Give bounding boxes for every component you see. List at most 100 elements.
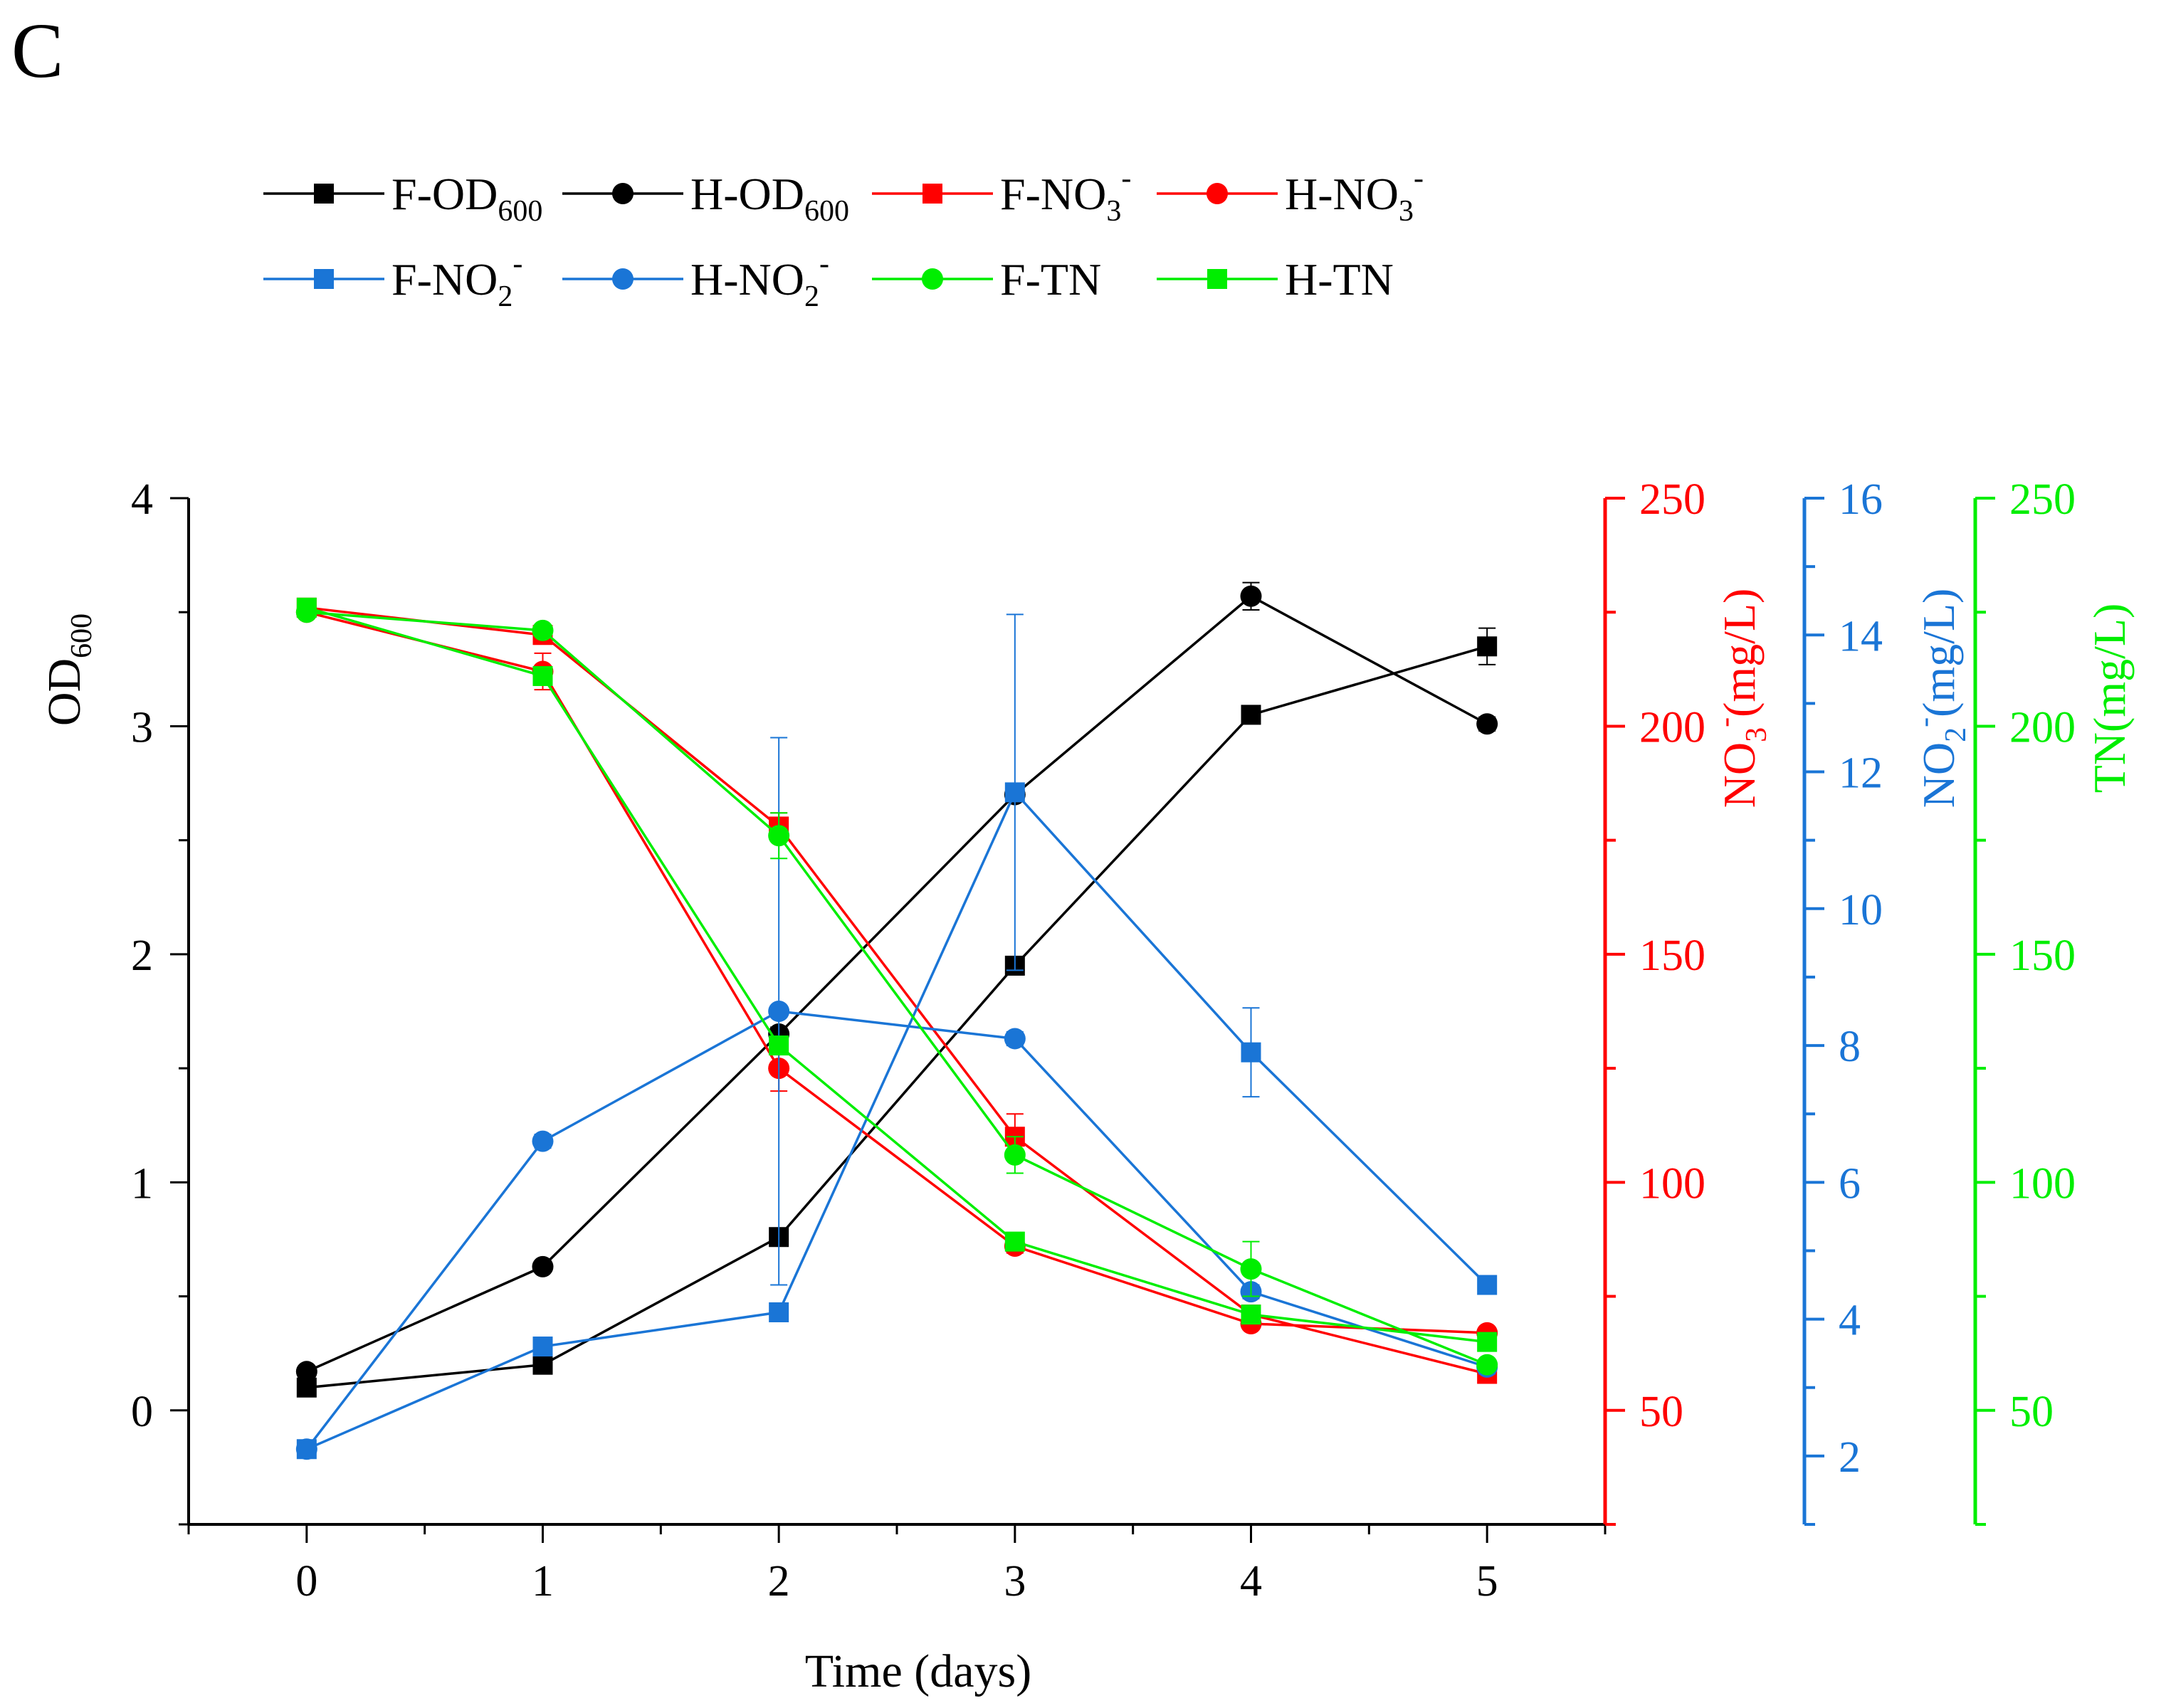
data-point — [295, 1361, 317, 1383]
data-point — [296, 597, 317, 618]
data-point — [1241, 1042, 1261, 1063]
y-tick-label-od: 2 — [131, 932, 153, 980]
x-tick-label: 4 — [1240, 1557, 1262, 1606]
y-tick-label-tn: 50 — [2009, 1388, 2054, 1436]
x-tick-label: 5 — [1476, 1557, 1498, 1606]
y-tick-label-no2: 4 — [1839, 1297, 1861, 1345]
data-point — [768, 825, 790, 847]
data-point — [1477, 1275, 1498, 1295]
x-tick-label: 1 — [532, 1557, 554, 1606]
y-tick-label-no2: 8 — [1839, 1023, 1861, 1071]
panel-label: C — [11, 7, 64, 94]
series-F-NO2- — [296, 613, 1498, 1460]
legend-marker — [314, 184, 334, 204]
y-axis-label-no3: NO3-(mg/L) — [1709, 589, 1773, 808]
data-point — [1004, 782, 1025, 803]
legend-item-F-TN: F-TN — [872, 254, 1101, 305]
data-point — [1004, 1144, 1026, 1166]
legend-label: F-NO2- — [391, 248, 522, 313]
data-point — [769, 1035, 789, 1056]
legend-item-H-OD600: H-OD600 — [562, 169, 849, 228]
y-tick-label-no2: 16 — [1839, 475, 1883, 524]
series-H-NO3- — [295, 601, 1498, 1344]
y-tick-label-no2: 10 — [1839, 886, 1883, 934]
y-tick-label-tn: 100 — [2009, 1159, 2076, 1208]
y-tick-label-no2: 14 — [1839, 612, 1883, 660]
y-tick-label-tn: 200 — [2009, 703, 2076, 752]
data-point — [1240, 585, 1262, 607]
y-tick-label-od: 0 — [131, 1388, 153, 1436]
legend-marker — [1207, 269, 1227, 289]
legend-item-F-NO2-: F-NO2- — [263, 248, 522, 313]
data-point — [1476, 1354, 1498, 1376]
data-point — [1477, 636, 1498, 657]
series-line — [306, 606, 1488, 1376]
data-point — [1476, 713, 1498, 735]
data-point — [532, 1255, 554, 1277]
y-tick-label-no3: 150 — [1639, 932, 1705, 980]
series-F-OD600 — [296, 627, 1498, 1398]
data-point — [532, 619, 554, 641]
data-point — [1240, 1258, 1262, 1280]
data-point — [1241, 705, 1261, 725]
legend-label: H-NO2- — [690, 248, 829, 313]
legend-marker — [922, 184, 942, 204]
data-point — [532, 1337, 553, 1357]
y-axis-label-tn: TN(mg/L) — [2084, 603, 2135, 794]
data-point — [768, 1001, 790, 1022]
y-tick-label-od: 1 — [131, 1159, 153, 1208]
data-point — [1004, 1028, 1026, 1050]
legend-label: F-OD600 — [391, 169, 542, 228]
legend-label: H-NO3- — [1285, 162, 1424, 228]
legend-item-H-TN: H-TN — [1157, 254, 1394, 305]
y-tick-label-od: 3 — [131, 703, 153, 752]
x-axis-label: Time (days) — [805, 1645, 1031, 1697]
series-line — [306, 606, 1488, 1344]
data-point — [1241, 1304, 1261, 1325]
data-point — [1004, 1231, 1025, 1252]
series-line — [306, 611, 1488, 1366]
series-H-TN — [296, 597, 1498, 1352]
legend-marker — [314, 269, 334, 289]
y-tick-label-no3: 100 — [1639, 1159, 1705, 1208]
series-line — [305, 1010, 1488, 1450]
legend-item-H-NO3-: H-NO3- — [1157, 162, 1424, 228]
legend-label: H-OD600 — [690, 169, 849, 228]
series-line — [306, 790, 1488, 1450]
y-axis-label-no2: NO2-(mg/L) — [1908, 589, 1972, 808]
y-tick-label-tn: 250 — [2009, 475, 2076, 524]
y-tick-label-od: 4 — [131, 475, 153, 524]
series-line — [306, 645, 1488, 1389]
series-line — [306, 594, 1488, 1373]
y-axis-label-od: OD600 — [38, 613, 98, 726]
data-point — [532, 1130, 554, 1152]
legend-label: H-TN — [1285, 254, 1394, 305]
y-tick-label-no3: 200 — [1639, 703, 1705, 752]
y-tick-label-no2: 6 — [1839, 1159, 1861, 1208]
x-tick-label: 3 — [1004, 1557, 1026, 1606]
legend-marker — [612, 268, 634, 290]
legend-item-H-NO2-: H-NO2- — [562, 248, 829, 313]
data-point — [532, 665, 553, 686]
legend-item-F-OD600: F-OD600 — [263, 169, 542, 228]
series-H-NO2- — [295, 737, 1498, 1460]
data-point — [532, 1354, 553, 1375]
y-tick-label-no3: 50 — [1639, 1388, 1683, 1436]
legend-marker — [922, 268, 943, 290]
y-tick-label-tn: 150 — [2009, 932, 2076, 980]
x-tick-label: 0 — [295, 1557, 317, 1606]
legend-label: F-NO3- — [1000, 162, 1131, 228]
legend-marker — [612, 183, 634, 204]
data-point — [769, 1302, 789, 1322]
series-F-TN — [295, 601, 1498, 1376]
x-tick-label: 2 — [768, 1557, 790, 1606]
data-point — [295, 1438, 317, 1460]
y-tick-label-no3: 250 — [1639, 475, 1705, 524]
legend-marker — [1207, 183, 1228, 204]
legend-label: F-TN — [1000, 254, 1101, 305]
series-line — [306, 611, 1488, 1334]
legend-item-F-NO3-: F-NO3- — [872, 162, 1131, 228]
y-tick-label-no2: 2 — [1839, 1433, 1861, 1482]
series-F-NO3- — [296, 597, 1498, 1384]
